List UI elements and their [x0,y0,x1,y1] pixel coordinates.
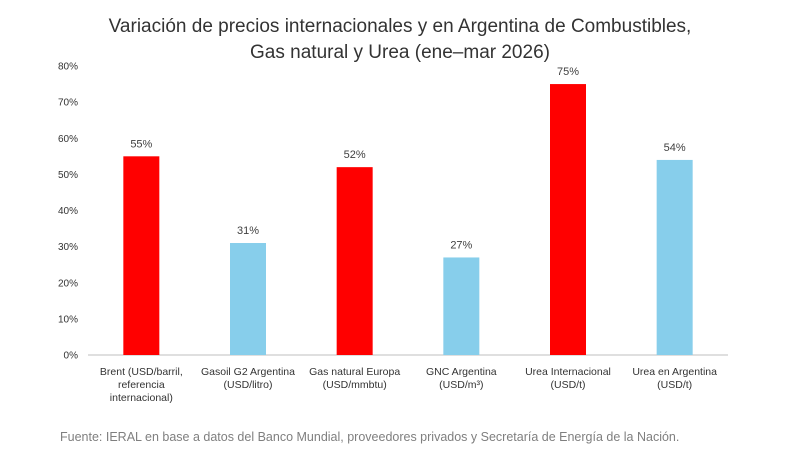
y-tick-label: 60% [58,134,78,145]
x-tick-label: internacional) [110,392,173,404]
x-tick-label: referencia [118,379,165,391]
data-label: 75% [557,66,579,78]
x-tick-label: Brent (USD/barril, [100,366,183,378]
bar [336,167,373,355]
y-tick-label: 30% [58,242,78,253]
bar [443,257,480,355]
source-note: Fuente: IERAL en base a datos del Banco … [60,430,680,444]
data-label: 54% [664,142,686,154]
x-tick-label: (USD/t) [551,379,586,391]
chart-frame [48,6,776,456]
chart-title-line-2: Gas natural y Urea (ene–mar 2026) [250,42,550,63]
y-tick-label: 70% [58,98,78,109]
y-tick-label: 40% [58,206,78,217]
x-tick-label: (USD/litro) [224,379,273,391]
y-tick-label: 80% [58,62,78,73]
x-tick-label: Urea en Argentina [632,366,717,378]
data-label: 31% [237,225,259,237]
y-tick-label: 0% [64,351,79,362]
y-tick-label: 20% [58,278,78,289]
x-tick-label: (USD/mmbtu) [323,379,387,391]
chart-title-line-1: Variación de precios internacionales y e… [108,16,692,37]
x-tick-label: Urea Internacional [525,366,611,378]
x-tick-label: (USD/m³) [439,379,483,391]
y-tick-label: 10% [58,314,78,325]
chart-title: Variación de precios internacionales y e… [0,14,800,66]
bar [656,159,693,355]
data-label: 27% [450,239,472,251]
data-label: 55% [130,138,152,150]
data-label: 52% [344,149,366,161]
x-tick-label: Gas natural Europa [309,366,400,378]
x-tick-label: (USD/t) [657,379,692,391]
x-tick-label: Gasoil G2 Argentina [201,366,295,378]
bar [123,156,160,355]
bar [550,84,586,355]
y-tick-label: 50% [58,170,78,181]
x-tick-label: GNC Argentina [426,366,497,378]
bar [230,243,266,355]
